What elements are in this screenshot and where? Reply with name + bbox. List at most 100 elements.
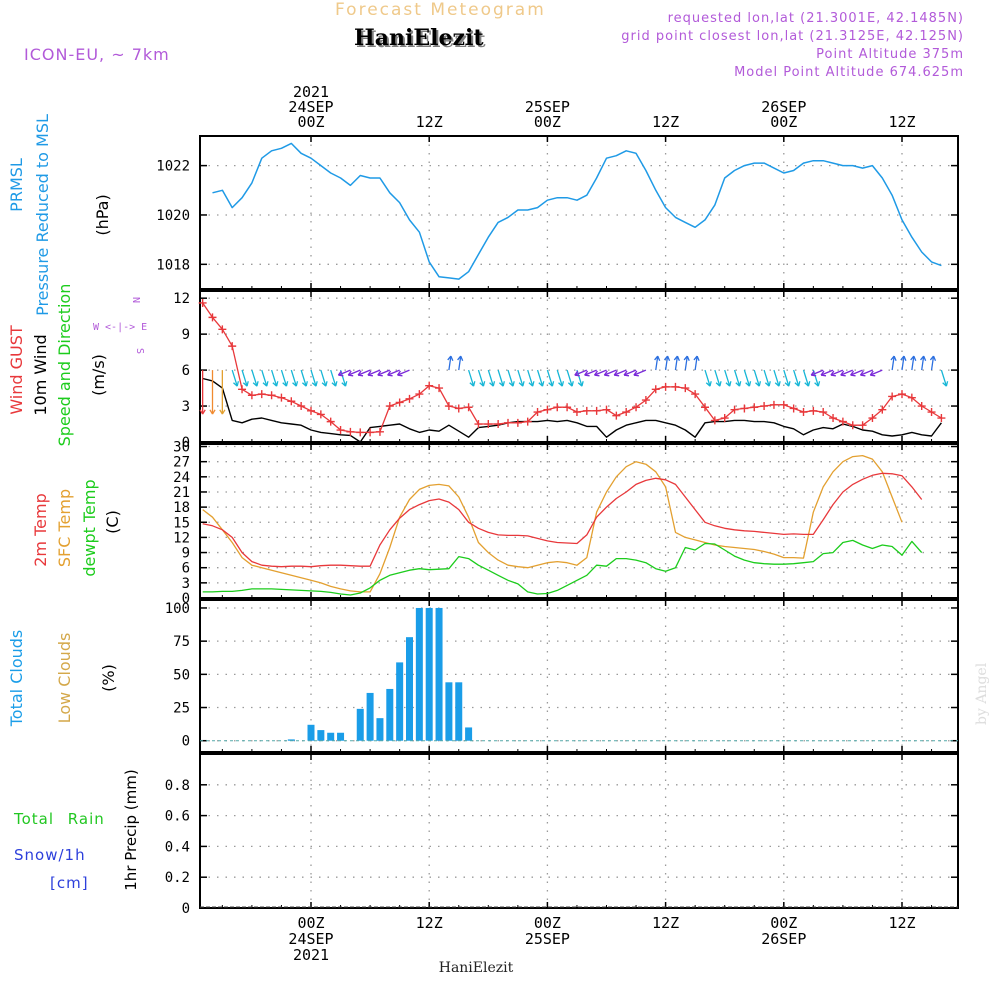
wind-vane-head bbox=[311, 381, 318, 387]
wind-vane bbox=[290, 369, 297, 387]
wind-vane-head bbox=[528, 381, 535, 387]
wind-gust-marker bbox=[779, 400, 788, 409]
wind-vane-head bbox=[396, 370, 403, 377]
wind-vane-head bbox=[784, 381, 791, 387]
wind-gust-marker bbox=[385, 402, 394, 411]
cloud-bar bbox=[366, 692, 374, 741]
wind-vane-head bbox=[850, 370, 856, 377]
wind-gust-marker bbox=[799, 408, 808, 417]
wind-vane bbox=[820, 369, 834, 376]
wind-vane-head bbox=[663, 355, 671, 361]
wind-vane-head bbox=[209, 409, 216, 415]
wind-vane bbox=[497, 369, 504, 387]
temp-tick-label: 6 bbox=[182, 561, 190, 577]
clouds-unit: (%) bbox=[99, 664, 118, 692]
wind-vane bbox=[261, 369, 268, 387]
wind-label-10m: 10m Wind bbox=[31, 334, 50, 415]
station-name: HaniElezit bbox=[356, 27, 486, 53]
cloud-bar bbox=[445, 682, 453, 741]
wind-gust-marker bbox=[415, 390, 424, 399]
wind-vane-head bbox=[272, 381, 279, 387]
wind-gust-marker bbox=[819, 408, 828, 417]
cloud-bar bbox=[287, 739, 295, 741]
cloud-bar bbox=[386, 688, 394, 741]
wind-gust-marker bbox=[336, 426, 345, 435]
wind-label-gust: Wind GUST bbox=[7, 325, 26, 415]
wind-vane-head bbox=[508, 381, 515, 387]
precip-tick-label: 0.8 bbox=[165, 778, 190, 794]
wind-vane-head bbox=[735, 381, 742, 387]
bottom-time-label: 00Z bbox=[297, 914, 324, 932]
clouds-tick-label: 0 bbox=[182, 734, 190, 750]
wind-vane-head bbox=[673, 355, 680, 361]
wind-vane bbox=[458, 356, 462, 371]
wind-gust-marker bbox=[730, 405, 739, 414]
temp-tick-label: 21 bbox=[173, 485, 190, 501]
clouds-label-low: Low Clouds bbox=[55, 633, 74, 724]
wind-vane-head bbox=[745, 381, 752, 387]
wind-vane bbox=[733, 369, 741, 387]
wind-vane-head bbox=[331, 381, 338, 387]
top-time-label: 00Z bbox=[297, 113, 324, 131]
wind-vane bbox=[487, 369, 494, 387]
wind-vane bbox=[536, 369, 544, 387]
wind-gust-marker bbox=[247, 391, 256, 400]
wind-vane bbox=[330, 369, 337, 387]
wind-gust-marker bbox=[868, 414, 877, 423]
wind-vane bbox=[930, 356, 935, 371]
top-time-label: 12Z bbox=[888, 113, 915, 131]
wind-vane bbox=[901, 356, 905, 371]
wind-gust-marker bbox=[681, 384, 690, 393]
wind-gust-marker bbox=[888, 392, 897, 401]
wind-vane bbox=[613, 369, 627, 376]
wind-gust-marker bbox=[769, 400, 778, 409]
wind-vane bbox=[830, 369, 844, 376]
wind-vane-head bbox=[347, 370, 354, 377]
wind-vane-head bbox=[859, 370, 866, 377]
temp-frame bbox=[199, 443, 959, 599]
precip-unit: 1hr Precip (mm) bbox=[122, 769, 140, 890]
wind-vane-head bbox=[341, 381, 348, 387]
wind-gust-marker bbox=[464, 403, 473, 412]
watermark: by Angel bbox=[974, 662, 990, 725]
chart-title: Forecast Meteogram bbox=[335, 0, 546, 20]
wind-vane bbox=[251, 369, 258, 387]
wind-gust-marker bbox=[760, 402, 769, 411]
wind-vane bbox=[477, 369, 485, 387]
wind-vane-head bbox=[623, 370, 630, 377]
wind-gust-marker bbox=[789, 404, 798, 413]
cloud-bar bbox=[425, 607, 433, 741]
wind-vane-head bbox=[725, 381, 732, 387]
wind-vane-head bbox=[593, 370, 600, 377]
bottom-time-label: 12Z bbox=[652, 914, 679, 932]
wind-gust-marker bbox=[740, 404, 749, 413]
top-time-label: 2021 bbox=[293, 83, 329, 101]
wind-vane-head bbox=[469, 381, 476, 387]
wind-vane-head bbox=[292, 381, 299, 387]
compass-we: W <-|-> E bbox=[93, 322, 147, 333]
wind-vane bbox=[694, 356, 698, 371]
wind-gust-marker bbox=[917, 402, 926, 411]
wind-vane bbox=[623, 369, 637, 376]
gridpoint-coords: grid point closest lon,lat (21.3125E, 42… bbox=[621, 29, 964, 44]
wind-vane-head bbox=[282, 381, 289, 387]
wind-gust-marker bbox=[612, 411, 621, 420]
temp-tick-label: 30 bbox=[173, 440, 190, 456]
wind-tick-label: 3 bbox=[182, 399, 190, 415]
wind-vane bbox=[338, 369, 351, 376]
wind-vane-head bbox=[814, 381, 821, 387]
wind-vane bbox=[546, 369, 554, 387]
top-time-label: 00Z bbox=[770, 113, 797, 131]
wind-vane bbox=[310, 369, 317, 387]
model-altitude: Model Point Altitude 674.625m bbox=[734, 65, 964, 80]
requested-coords: requested lon,lat (21.3001E, 42.1485N) bbox=[668, 11, 964, 26]
wind-vane-head bbox=[479, 381, 486, 387]
bottom-time-label: 00Z bbox=[770, 914, 797, 932]
wind-vane bbox=[241, 369, 248, 387]
wind-vane bbox=[556, 369, 563, 387]
wind-speed-line bbox=[202, 377, 942, 443]
precip-tick-label: 0.4 bbox=[165, 839, 190, 855]
compass-n: N bbox=[130, 297, 141, 303]
wind-gust-marker bbox=[651, 385, 660, 394]
wind-gust-marker bbox=[504, 418, 512, 427]
